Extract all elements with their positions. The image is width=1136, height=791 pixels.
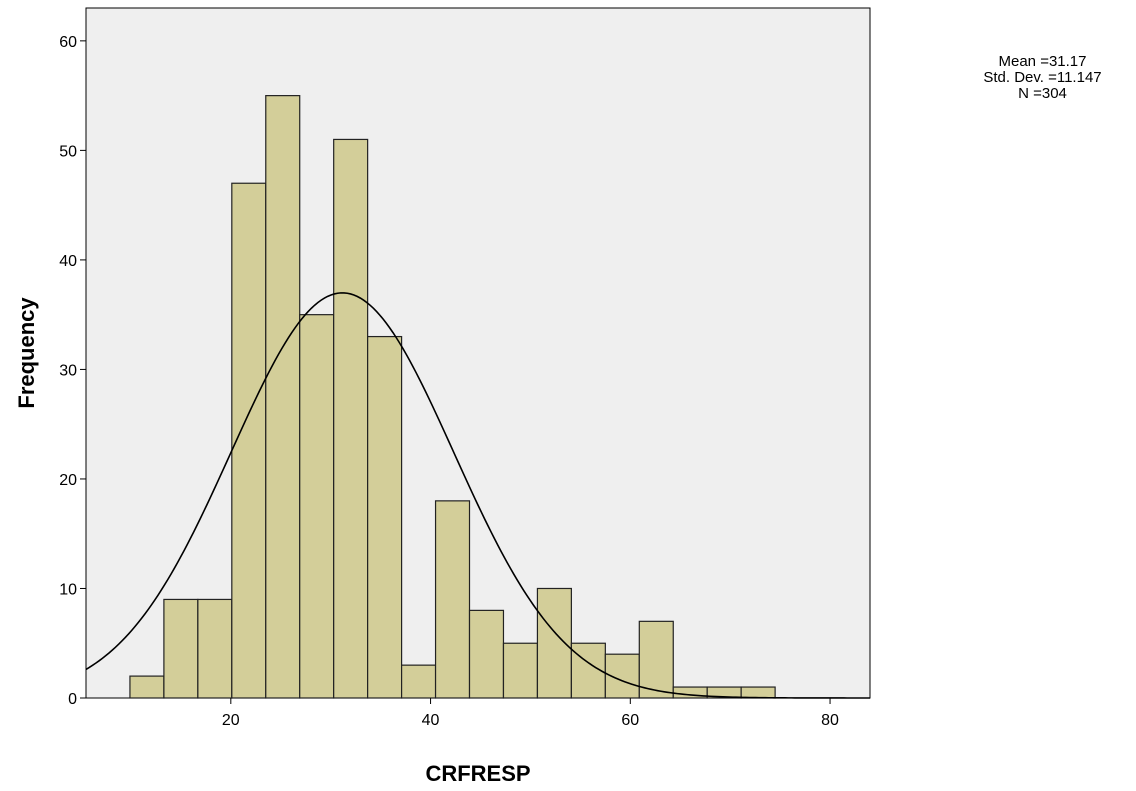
- y-tick-label: 30: [59, 362, 77, 379]
- histogram-bar: [367, 335, 403, 699]
- x-axis: 20 40 60 80: [222, 698, 839, 729]
- histogram-bar: [434, 500, 471, 699]
- std-dev-label: Std. Dev. =11.147: [983, 69, 1102, 86]
- y-axis: 0 10 20 30 40 50 60: [59, 34, 86, 708]
- histogram-bar: [740, 686, 776, 699]
- x-tick-label: 80: [821, 712, 839, 729]
- y-tick-label: 20: [59, 472, 77, 489]
- x-tick-label: 40: [422, 712, 440, 729]
- stats-legend: Mean =31.17 Std. Dev. =11.147 N =304: [940, 54, 1136, 102]
- histogram-bar: [129, 675, 165, 699]
- histogram-bar: [163, 598, 199, 699]
- normal-curve: [85, 292, 870, 699]
- y-tick-label: 0: [68, 691, 77, 708]
- histogram-bar: [197, 598, 233, 699]
- histogram-bar: [638, 620, 674, 699]
- y-tick-label: 50: [59, 143, 77, 160]
- y-tick-label: 60: [59, 34, 77, 51]
- x-tick-label: 20: [222, 712, 240, 729]
- histogram-bar: [265, 95, 301, 699]
- histogram-bar: [333, 138, 369, 699]
- histogram-bar: [231, 182, 267, 699]
- histogram-bar: [400, 664, 437, 699]
- y-tick-label: 40: [59, 253, 77, 270]
- mean-label: Mean =31.17: [998, 53, 1087, 70]
- histogram-bar: [502, 642, 539, 699]
- y-tick-label: 10: [59, 581, 77, 598]
- histogram-bar: [468, 609, 505, 699]
- bars-group: [129, 95, 776, 699]
- histogram-bar: [536, 587, 572, 699]
- n-label: N =304: [1018, 85, 1067, 102]
- histogram-bar: [299, 314, 335, 699]
- plot-area: [85, 7, 871, 699]
- y-axis-label: Frequency: [14, 297, 39, 409]
- x-tick-label: 60: [621, 712, 639, 729]
- x-axis-label: CRFRESP: [425, 761, 530, 786]
